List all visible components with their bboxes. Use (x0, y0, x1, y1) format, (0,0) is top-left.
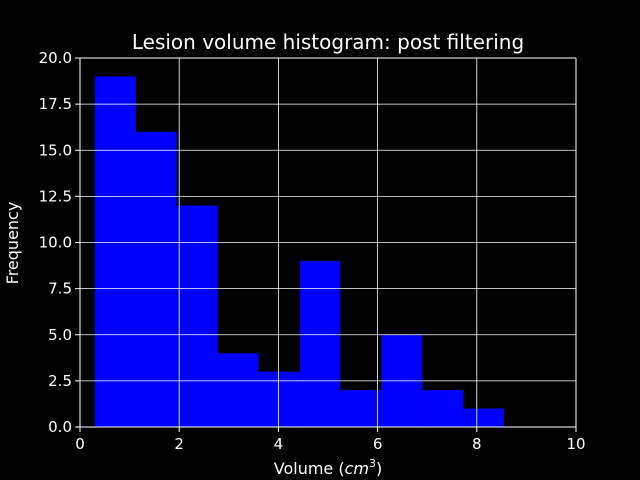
histogram-bar (463, 408, 505, 427)
histogram-bar (258, 371, 300, 427)
y-tick-label: 7.5 (48, 280, 72, 298)
y-tick-label: 10.0 (39, 234, 72, 252)
histogram-bar (217, 353, 259, 427)
histogram-bar (340, 390, 382, 427)
x-tick-label: 8 (472, 435, 482, 453)
y-axis-ticks: 0.0 2.5 5.0 7.5 10.0 12.5 15.0 17.5 20.0 (39, 49, 80, 436)
y-tick-label: 0.0 (48, 418, 72, 436)
x-tick-label: 4 (274, 435, 284, 453)
histogram-bar (94, 76, 137, 427)
x-tick-label: 6 (373, 435, 383, 453)
histogram-bar (422, 390, 464, 427)
y-tick-label: 15.0 (39, 141, 72, 159)
histogram-bars (94, 76, 505, 428)
chart-title: Lesion volume histogram: post filtering (132, 30, 524, 54)
y-tick-label: 2.5 (48, 372, 72, 390)
y-tick-label: 17.5 (39, 95, 72, 113)
y-tick-label: 20.0 (39, 49, 72, 67)
y-tick-label: 12.5 (39, 187, 72, 205)
histogram-bar (136, 131, 177, 428)
x-tick-label: 0 (75, 435, 85, 453)
x-axis-ticks: 0 2 4 6 8 10 (75, 427, 586, 453)
y-axis-label: Frequency (3, 202, 22, 285)
y-tick-label: 5.0 (48, 326, 72, 344)
histogram-bar (176, 205, 218, 427)
x-tick-label: 10 (566, 435, 585, 453)
histogram-bar (299, 260, 341, 427)
x-tick-label: 2 (174, 435, 184, 453)
x-axis-label: Volume (cm3) (274, 457, 382, 478)
